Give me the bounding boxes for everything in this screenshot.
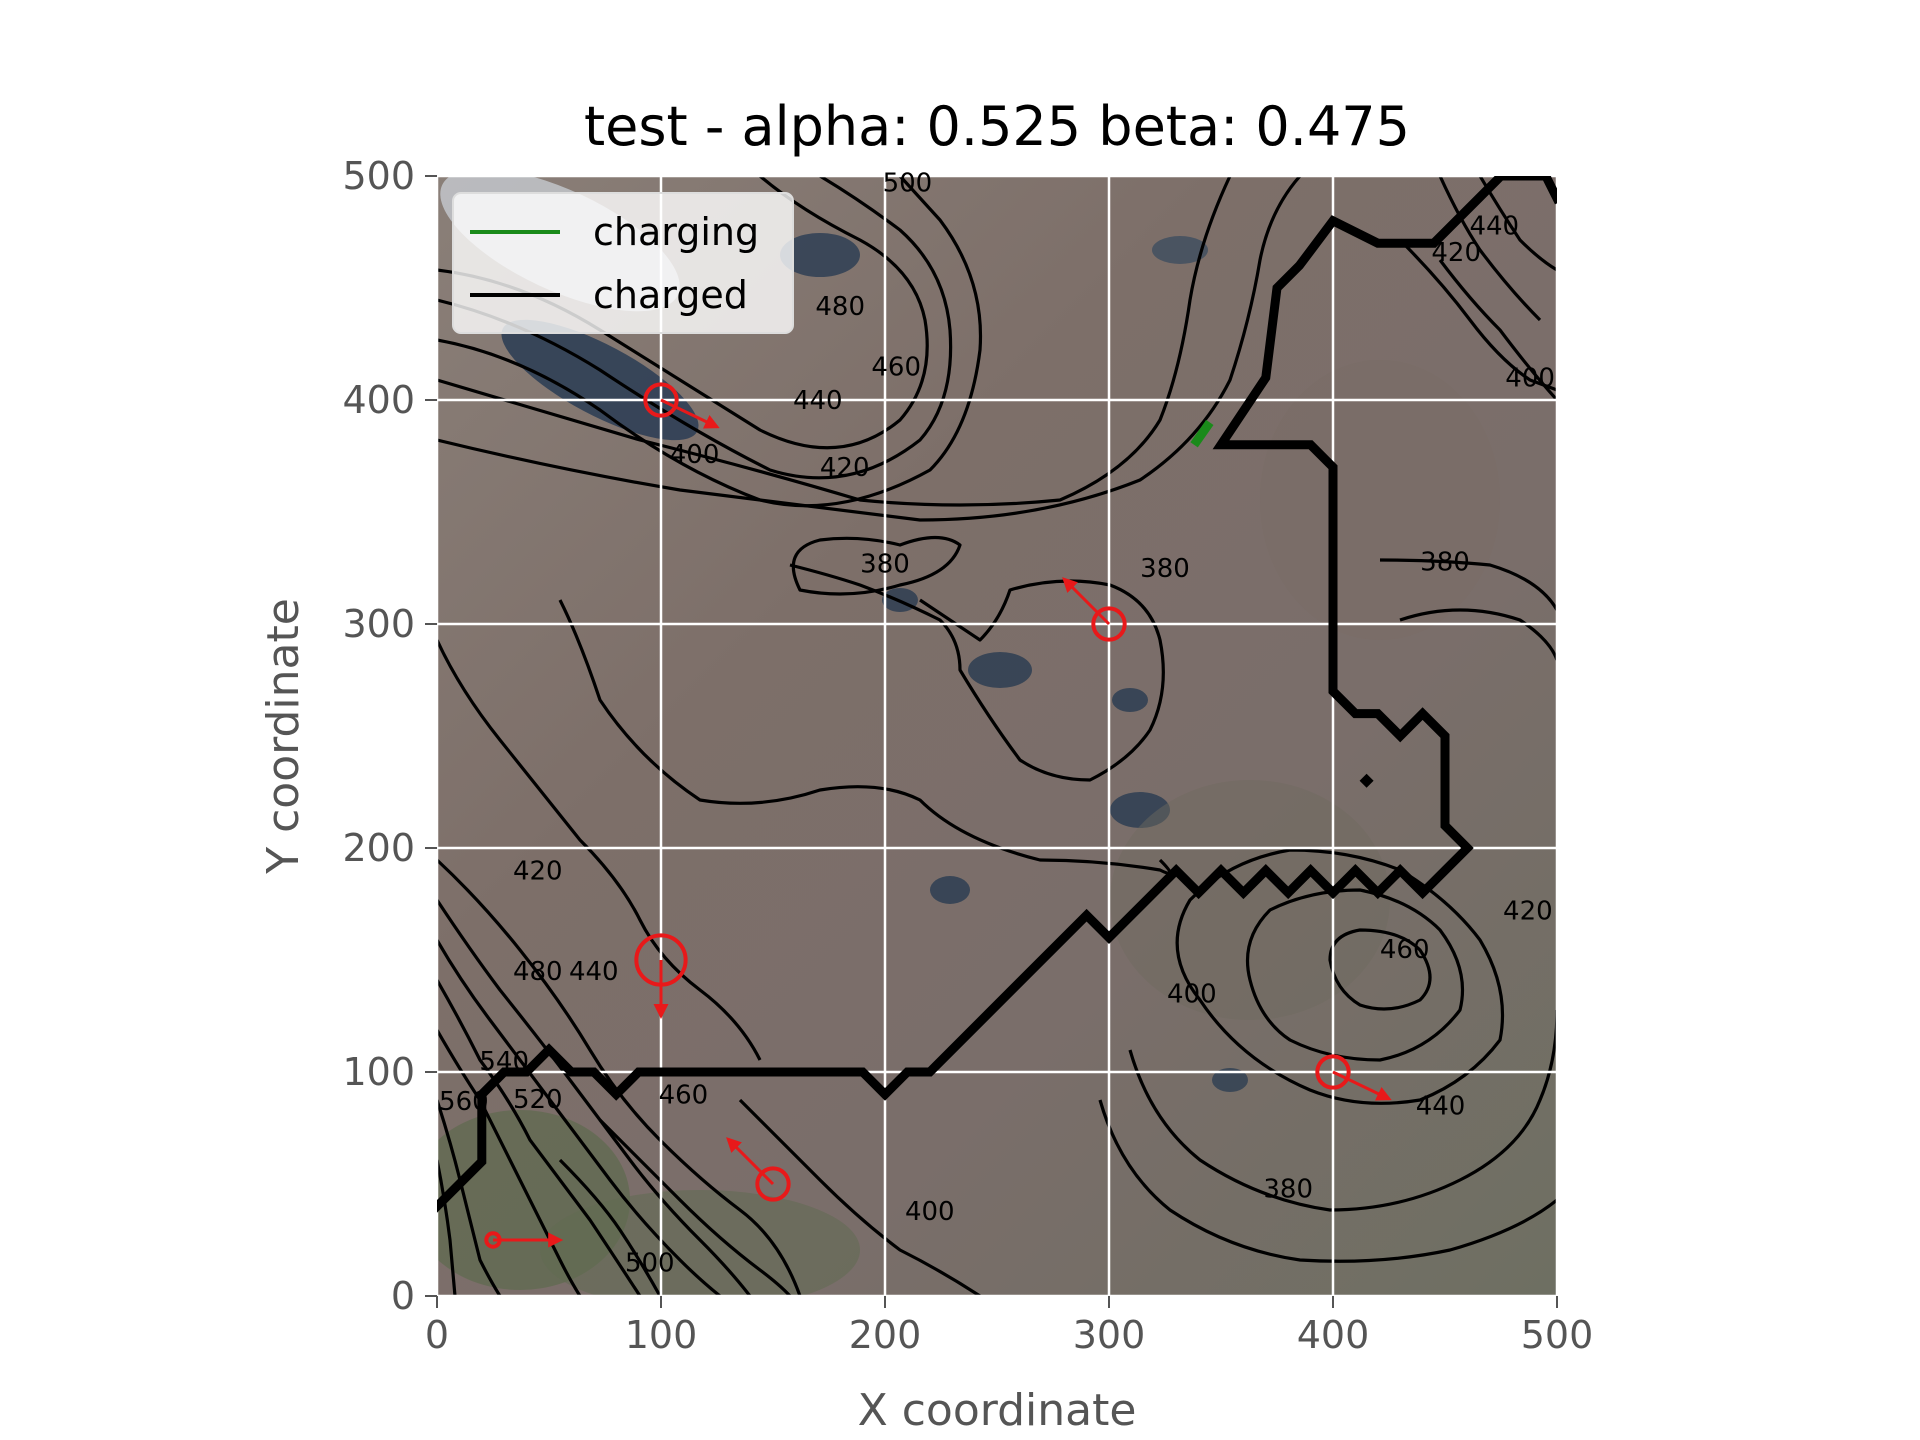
contour-label-text: 460	[871, 352, 921, 382]
contour-label-text: 500	[625, 1248, 675, 1278]
contour-label: 400	[670, 440, 720, 470]
contour-label: 500	[625, 1248, 675, 1278]
waypoint-diamond	[1359, 773, 1374, 788]
axes: 0 100 200 300 400 500 0 100 200 300 400 500	[342, 154, 1593, 1357]
agent-range-circle	[755, 1166, 791, 1202]
contour-label: 420	[820, 453, 870, 483]
contour-label-text: 500	[883, 169, 933, 199]
contour-label: 380	[860, 550, 910, 580]
contour-label: 400	[1167, 980, 1217, 1010]
charging-path	[1190, 419, 1214, 448]
legend: charging charged	[452, 192, 794, 334]
agent-range-circle	[643, 382, 679, 418]
contour-label-text: 480	[815, 292, 865, 322]
agent	[726, 1137, 791, 1202]
x-tick-label: 200	[849, 1313, 922, 1357]
contour-label: 420	[513, 856, 563, 886]
contour-label-text: 440	[569, 957, 619, 987]
agent	[643, 382, 720, 429]
contour-label: 400	[905, 1197, 955, 1227]
contour-label: 460	[871, 352, 921, 382]
legend-charging-label: charging	[593, 210, 759, 254]
contour-label-text: 440	[793, 386, 843, 416]
contour-label: 420	[1503, 897, 1553, 927]
contour-label: 380	[1420, 547, 1470, 577]
contour-label-text: 380	[860, 550, 910, 580]
contour-label-text: 460	[1380, 935, 1430, 965]
agent-range-circle	[1315, 1054, 1351, 1090]
grid	[435, 174, 1559, 1298]
contour-label: 380	[1140, 554, 1190, 584]
contour-label: 460	[1380, 935, 1430, 965]
legend-charged-label: charged	[593, 273, 748, 317]
x-tick-label: 0	[425, 1313, 449, 1357]
contour-label-text: 400	[1505, 364, 1555, 394]
charged-path	[437, 176, 1557, 1213]
y-axis-label: Y coordinate	[258, 598, 309, 875]
contour-label: 380	[1263, 1174, 1313, 1204]
agent-heading-arrow	[1332, 1070, 1392, 1101]
contour-label-text: 400	[1167, 980, 1217, 1010]
y-tick-label: 500	[342, 154, 415, 198]
x-tick-label: 100	[625, 1313, 698, 1357]
contour-label: 460	[659, 1080, 709, 1110]
chart-title: test - alpha: 0.525 beta: 0.475	[584, 95, 1410, 158]
agent	[634, 933, 688, 1019]
contour-label: 520	[513, 1085, 563, 1115]
contour-label-text: 460	[659, 1080, 709, 1110]
contour-label-text: 480	[513, 957, 563, 987]
contour-label: 480	[815, 292, 865, 322]
contour-label-text: 420	[820, 453, 870, 483]
contour-label-text: 420	[1503, 897, 1553, 927]
agent	[484, 1231, 564, 1249]
x-tick-label: 500	[1521, 1313, 1594, 1357]
contour-label: 440	[1416, 1092, 1466, 1122]
y-tick-label: 100	[342, 1050, 415, 1094]
x-axis-label: X coordinate	[858, 1385, 1137, 1436]
contour-label-text: 400	[670, 440, 720, 470]
waypoint-marker	[1359, 773, 1374, 788]
contour-label-text: 400	[905, 1197, 955, 1227]
contour-label-text: 380	[1420, 547, 1470, 577]
agent-heading-arrow	[726, 1137, 775, 1186]
agent-heading-arrow	[1062, 577, 1111, 626]
x-tick-label: 300	[1073, 1313, 1146, 1357]
agent	[1315, 1054, 1392, 1101]
contour-label-text: 440	[1416, 1092, 1466, 1122]
y-tick-label: 300	[342, 602, 415, 646]
contour-label-text: 520	[513, 1085, 563, 1115]
y-tick-label: 200	[342, 826, 415, 870]
y-tick-label: 400	[342, 378, 415, 422]
y-tick-label: 0	[391, 1274, 415, 1318]
agent	[1062, 577, 1127, 642]
contour-label-text: 380	[1140, 554, 1190, 584]
contour-label: 480	[513, 957, 563, 987]
agent-heading-arrow	[660, 398, 720, 429]
contour-label: 440	[569, 957, 619, 987]
agent-range-circle	[1091, 606, 1127, 642]
contour-label: 440	[793, 386, 843, 416]
contour-label: 500	[883, 169, 933, 199]
agents	[484, 382, 1392, 1249]
contour-label: 400	[1505, 364, 1555, 394]
contour-label-text: 420	[513, 856, 563, 886]
x-tick-label: 400	[1297, 1313, 1370, 1357]
contour-lines	[437, 176, 1557, 1296]
contour-label-text: 440	[1469, 211, 1519, 241]
contour-label: 440	[1469, 211, 1519, 241]
contour-label-text: 380	[1263, 1174, 1313, 1204]
